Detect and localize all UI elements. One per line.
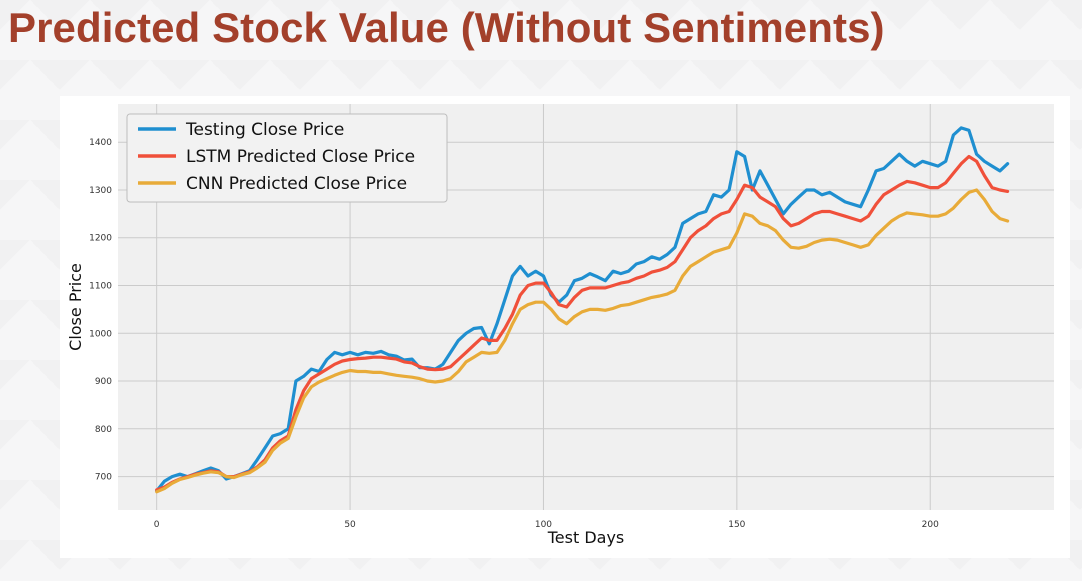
tick-labels: 0 50 100 150 200 700 800 900 1000 1100 1200 1300 140… — [89, 138, 939, 530]
y-tick-label: 1000 — [89, 329, 112, 339]
x-axis-label: Test Days — [547, 528, 625, 547]
series-line-testing — [155, 126, 1010, 493]
legend-label-testing: Testing Close Price — [185, 120, 344, 140]
y-tick-label: 1300 — [89, 186, 112, 196]
y-tick-label: 1100 — [89, 282, 112, 292]
y-tick-label: 700 — [95, 473, 112, 483]
legend-label-lstm: LSTM Predicted Close Price — [186, 147, 415, 167]
x-tick-label: 100 — [535, 520, 552, 530]
legend: Testing Close Price LSTM Predicted Close… — [126, 113, 448, 203]
y-tick-label: 800 — [95, 425, 112, 435]
y-tick-label: 1200 — [89, 234, 112, 244]
line-chart: 0 50 100 150 200 700 800 900 1000 1100 1200 1300 140… — [66, 104, 1054, 547]
y-tick-label: 1400 — [89, 138, 112, 148]
y-tick-label: 900 — [95, 377, 112, 387]
chart-frame: 0 50 100 150 200 700 800 900 1000 1100 1200 1300 140… — [60, 96, 1070, 558]
x-tick-label: 200 — [922, 520, 939, 530]
x-tick-label: 150 — [728, 520, 745, 530]
slide-title: Predicted Stock Value (Without Sentiment… — [8, 4, 885, 51]
series-group — [155, 126, 1010, 494]
legend-box — [126, 113, 448, 203]
series-line-cnn — [155, 188, 1010, 494]
x-tick-label: 50 — [344, 520, 356, 530]
x-tick-label: 0 — [154, 520, 160, 530]
series-line-lstm — [155, 154, 1010, 492]
legend-label-cnn: CNN Predicted Close Price — [186, 174, 407, 194]
y-axis-label: Close Price — [66, 263, 85, 351]
